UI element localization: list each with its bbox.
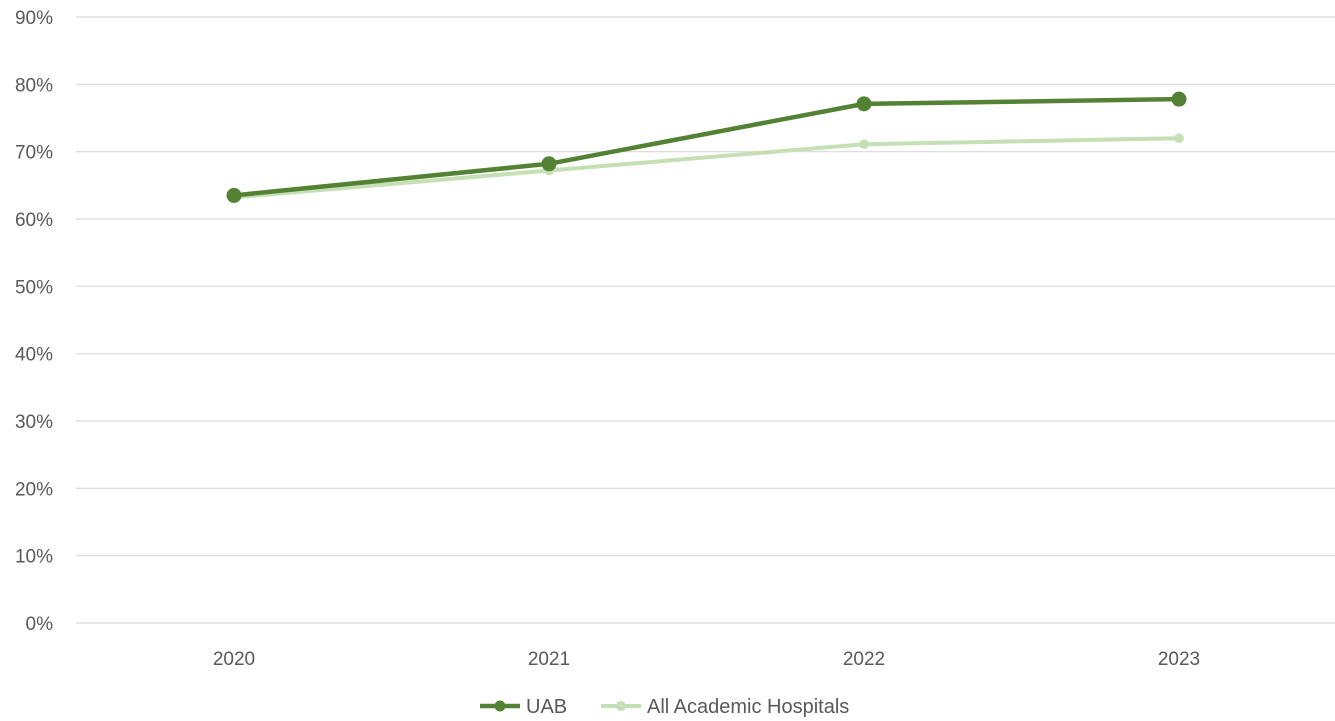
y-axis: 0% 10% 20% 30% 40% 50% 60% 70% 80% 90%	[15, 8, 53, 635]
data-point[interactable]	[1174, 133, 1184, 143]
legend-swatch-marker	[494, 700, 506, 712]
y-tick-label: 20%	[15, 479, 53, 500]
x-tick-label: 2022	[843, 649, 885, 670]
gridlines	[76, 16, 1335, 624]
y-tick-label: 0%	[26, 614, 54, 635]
series-all-academic-hospitals	[229, 133, 1184, 203]
y-tick-label: 40%	[15, 345, 53, 366]
y-tick-label: 30%	[15, 412, 53, 433]
series-lines	[226, 91, 1187, 203]
y-tick-label: 60%	[15, 210, 53, 231]
legend-item-all-academic-hospitals[interactable]: All Academic Hospitals	[601, 696, 849, 718]
data-point[interactable]	[541, 156, 557, 172]
legend-label: All Academic Hospitals	[647, 696, 849, 718]
legend: UAB All Academic Hospitals	[480, 696, 849, 718]
y-tick-label: 80%	[15, 75, 53, 96]
data-point[interactable]	[1171, 91, 1187, 107]
legend-item-uab[interactable]: UAB	[480, 696, 567, 718]
series-line	[232, 136, 1181, 200]
y-tick-label: 90%	[15, 8, 53, 29]
x-tick-label: 2021	[528, 649, 570, 670]
x-axis: 2020 2021 2022 2023	[213, 649, 1200, 670]
y-tick-label: 50%	[15, 277, 53, 298]
series-line	[231, 96, 1182, 198]
x-tick-label: 2020	[213, 649, 255, 670]
data-point[interactable]	[859, 139, 869, 150]
series-uab	[226, 91, 1187, 203]
y-tick-label: 70%	[15, 143, 53, 164]
data-point[interactable]	[226, 187, 242, 203]
legend-swatch-marker	[616, 701, 626, 711]
x-tick-label: 2023	[1158, 649, 1200, 670]
data-point[interactable]	[856, 96, 872, 112]
legend-label: UAB	[526, 696, 567, 718]
y-tick-label: 10%	[15, 547, 53, 568]
